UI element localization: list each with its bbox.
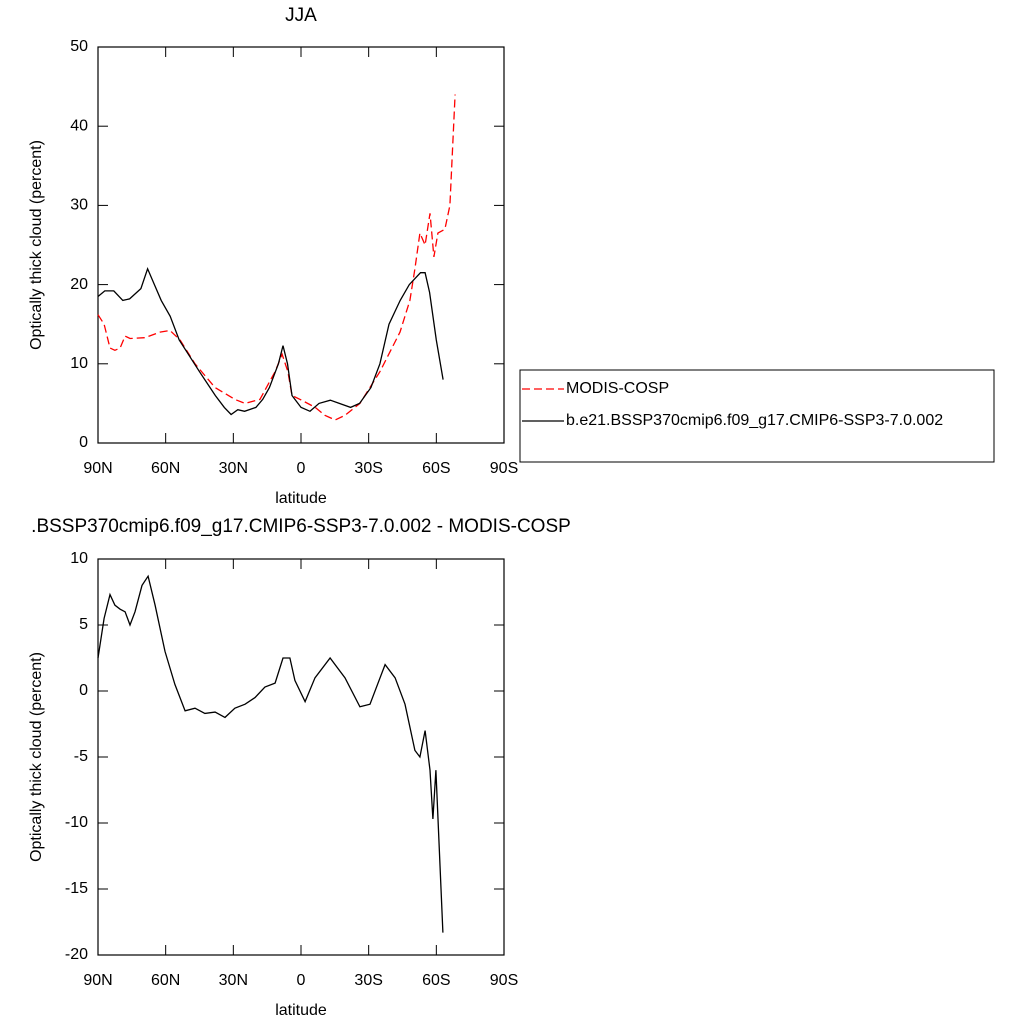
y-tick-label: 5	[79, 616, 88, 633]
y-tick-label: 10	[70, 550, 88, 567]
x-tick-label: 90N	[83, 972, 112, 989]
plot-frame	[97, 558, 505, 956]
legend-box	[519, 369, 995, 463]
x-axis-label: latitude	[275, 1002, 327, 1019]
plot-frame	[97, 46, 505, 444]
y-axis-label: Optically thick cloud (percent)	[28, 652, 45, 862]
chart-title: JJA	[285, 5, 317, 26]
x-tick-label: 60S	[422, 972, 450, 989]
data-line	[97, 266, 444, 416]
legend-label: b.e21.BSSP370cmip6.f09_g17.CMIP6-SSP3-7.…	[566, 412, 943, 429]
y-tick-label: 0	[79, 434, 88, 451]
data-line	[97, 574, 444, 933]
x-tick-label: 90S	[490, 460, 518, 477]
x-tick-label: 0	[297, 972, 306, 989]
x-tick-label: 60N	[151, 460, 180, 477]
y-tick-label: 10	[70, 355, 88, 372]
y-tick-label: -5	[74, 748, 88, 765]
chart-title: .BSSP370cmip6.f09_g17.CMIP6-SSP3-7.0.002…	[31, 516, 571, 537]
y-tick-label: 40	[70, 117, 88, 134]
x-tick-label: 30S	[354, 460, 382, 477]
x-tick-label: 0	[297, 460, 306, 477]
x-tick-label: 90S	[490, 972, 518, 989]
y-tick-label: -15	[65, 880, 88, 897]
y-tick-label: 30	[70, 197, 88, 214]
y-tick-label: -20	[65, 946, 88, 963]
legend-label: MODIS-COSP	[566, 380, 669, 397]
y-axis-label: Optically thick cloud (percent)	[28, 140, 45, 350]
y-tick-label: 20	[70, 276, 88, 293]
x-tick-label: 90N	[83, 460, 112, 477]
y-tick-label: 0	[79, 682, 88, 699]
x-tick-label: 30S	[354, 972, 382, 989]
y-tick-label: 50	[70, 38, 88, 55]
y-tick-label: -10	[65, 814, 88, 831]
x-tick-label: 60N	[151, 972, 180, 989]
x-tick-label: 30N	[219, 972, 248, 989]
x-tick-label: 60S	[422, 460, 450, 477]
data-line	[97, 94, 456, 421]
x-tick-label: 30N	[219, 460, 248, 477]
x-axis-label: latitude	[275, 490, 327, 507]
